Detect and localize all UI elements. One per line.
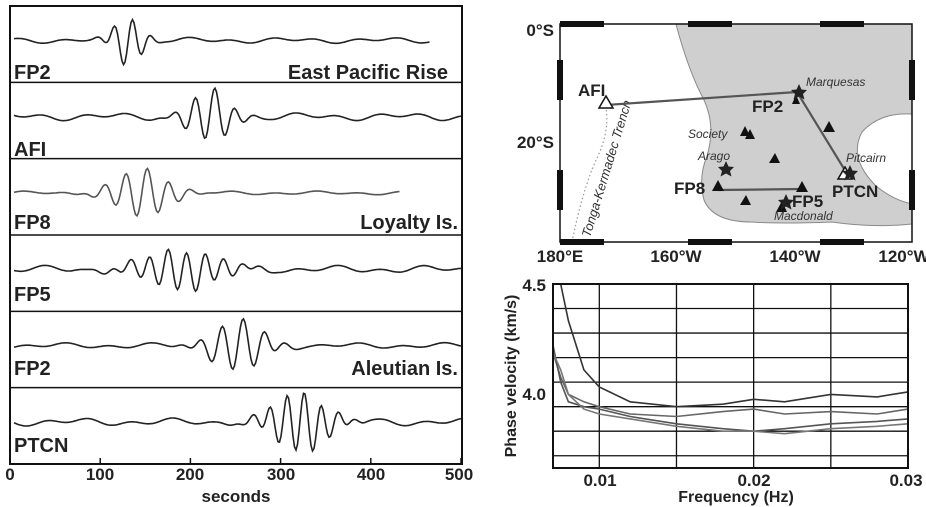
chart-y-tick: 4.5 [522, 276, 546, 295]
seismogram-trace [13, 86, 462, 140]
seismo-x-label: seconds [202, 487, 271, 506]
map-lon-tick: 180°E [537, 247, 584, 266]
map-panel: Tonga-Kermadec Trench 0°S 20°S 180°E 160… [517, 21, 926, 266]
seismogram-trace [13, 17, 430, 67]
dispersion-curve-4 [552, 352, 909, 435]
seismo-x-tick: 500 [445, 465, 473, 484]
hotspot-label: Arago [697, 149, 730, 163]
seismo-x-tick: 200 [176, 465, 204, 484]
station-afi-icon [597, 94, 615, 109]
hotspot-star-icon [778, 194, 794, 210]
map-station-label: FP8 [674, 179, 705, 198]
trace-event-label: East Pacific Rise [288, 62, 448, 84]
station-triangle-icon [712, 180, 724, 191]
station-triangle-icon [796, 181, 808, 192]
trace-station-label: FP8 [14, 212, 51, 234]
station-triangle-icon [740, 126, 750, 136]
station-triangle-icon [745, 129, 755, 139]
chart-y-tick: 4.0 [522, 385, 546, 404]
station-triangle-icon [823, 121, 835, 132]
seismogram-panel: 0 100 200 300 400 500 seconds [5, 5, 473, 506]
chart-x-tick: 0.03 [889, 471, 922, 490]
map-station-label: PTCN [832, 182, 878, 201]
map-border-ticks [557, 21, 915, 245]
seismo-x-tick: 300 [267, 465, 295, 484]
seismo-x-tick: 400 [357, 465, 385, 484]
hotspot-label: Marquesas [806, 75, 865, 89]
trace-station-label: FP2 [14, 62, 51, 84]
map-lon-tick: 140°W [769, 247, 821, 266]
station-triangle-icon [792, 95, 800, 104]
chart-x-tick: 0.01 [583, 471, 616, 490]
chart-y-label: Phase velocity (km/s) [503, 295, 520, 458]
hotspot-label: Society [688, 127, 728, 141]
trace-station-label: AFI [14, 139, 46, 161]
seismogram-trace [13, 248, 462, 293]
seismogram-trace [13, 167, 400, 218]
dispersion-chart: 4.5 4.0 0.01 0.02 0.03 Frequency (Hz) Ph… [503, 276, 923, 506]
trace-event-label: Aleutian Is. [351, 358, 458, 380]
dispersion-curve-1 [559, 283, 909, 408]
map-station-label: AFI [578, 81, 605, 100]
chart-x-tick: 0.02 [737, 471, 770, 490]
seismo-x-tick: 100 [86, 465, 114, 484]
trace-station-label: FP5 [14, 284, 51, 306]
seismogram-trace [13, 392, 462, 453]
hotspot-star-icon [842, 165, 858, 181]
station-triangle-icon [740, 195, 751, 205]
seismo-x-tick: 0 [5, 465, 14, 484]
hotspot-star-icon [718, 161, 734, 177]
hotspot-stars [718, 84, 858, 210]
hotspot-star-icon [791, 84, 807, 100]
map-station-label: FP2 [752, 97, 783, 116]
map-frame [559, 23, 913, 243]
map-lat-tick: 0°S [526, 21, 554, 40]
map-lat-tick: 20°S [517, 133, 554, 152]
chart-x-label: Frequency (Hz) [678, 489, 794, 506]
seismogram-trace [13, 317, 462, 371]
station-triangle-icon [769, 153, 780, 163]
obs-stations [712, 95, 835, 212]
trace-station-label: PTCN [14, 435, 68, 457]
hotspot-label: Pitcairn [846, 151, 886, 165]
dispersion-curve-3 [552, 345, 909, 433]
chart-frame [552, 283, 909, 469]
map-lon-tick: 160°W [650, 247, 702, 266]
trace-station-label: FP2 [14, 358, 51, 380]
map-station-label: FP5 [792, 192, 823, 211]
trace-event-label: Loyalty Is. [360, 212, 458, 234]
ray-paths [605, 90, 847, 192]
map-lon-tick: 120°W [878, 247, 926, 266]
hotspot-label: Macdonald [774, 209, 833, 223]
